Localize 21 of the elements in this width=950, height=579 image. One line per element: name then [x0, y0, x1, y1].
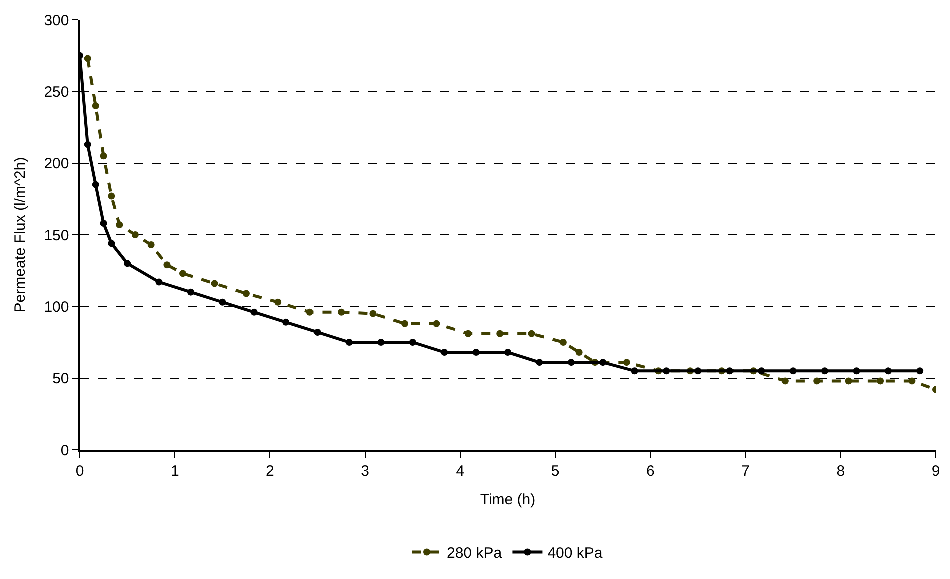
x-axis-title: Time (h) [480, 491, 536, 508]
y-tick-label: 250 [44, 84, 70, 101]
x-tick-label: 7 [742, 462, 750, 480]
x-tick-label: 9 [932, 462, 940, 480]
x-tick-label: 3 [361, 462, 370, 480]
x-tick-label: 5 [551, 462, 560, 480]
y-tick-label: 50 [52, 370, 70, 388]
y-tick-label: 150 [44, 227, 70, 244]
y-tick-label: 0 [60, 442, 70, 460]
x-tick-label: 0 [76, 462, 84, 480]
x-tick-label: 4 [456, 462, 465, 480]
x-tick-label: 8 [836, 462, 846, 480]
y-axis-title: Permeate Flux (l/m^2h) [12, 157, 29, 313]
legend-label: 400 kPa [548, 545, 604, 562]
x-tick-label: 2 [266, 462, 274, 480]
y-tick-label: 200 [44, 156, 70, 173]
legend-label: 280 kPa [447, 545, 503, 562]
x-tick-label: 1 [170, 462, 180, 480]
y-tick-label: 100 [44, 298, 70, 316]
x-tick-label: 6 [646, 462, 655, 480]
y-tick-label: 300 [44, 12, 70, 30]
